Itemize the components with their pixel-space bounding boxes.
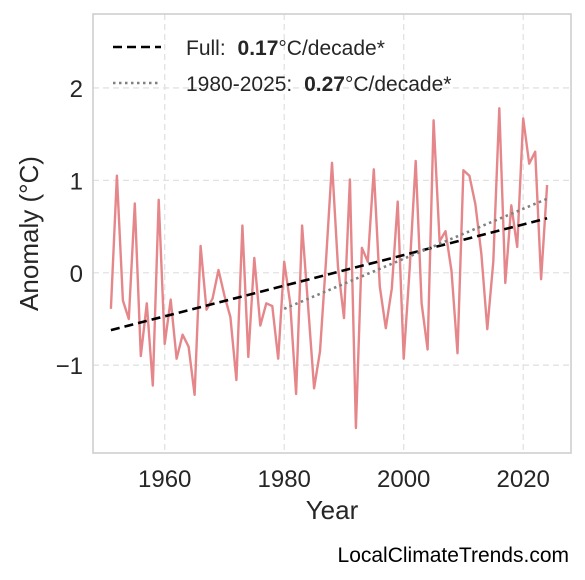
y-tick-label: −1 (56, 353, 83, 380)
grid (93, 14, 571, 453)
legend-entry-full: Full: 0.17°C/decade* (186, 37, 385, 60)
y-axis-label: Anomaly (°C) (14, 156, 44, 311)
legend-recent-value: 0.27 (304, 73, 345, 96)
full-trend-line (110, 217, 548, 332)
legend: Full: 0.17°C/decade* 1980-2025: 0.27°C/d… (113, 37, 451, 96)
source-credit: LocalClimateTrends.com (337, 544, 569, 567)
legend-entry-recent: 1980-2025: 0.27°C/decade* (186, 73, 451, 96)
y-tick-label: 2 (70, 76, 83, 103)
x-axis-label: Year (306, 495, 359, 525)
legend-recent-name: 1980-2025: (186, 73, 292, 96)
y-ticks: −1 0 1 2 (56, 76, 83, 380)
y-tick-label: 0 (70, 261, 83, 288)
series-layer (109, 107, 549, 430)
plot-frame (92, 13, 572, 454)
legend-recent-unit: °C/decade* (345, 73, 451, 96)
anomaly-line (109, 107, 549, 430)
x-tick-label: 2000 (377, 466, 430, 493)
x-tick-label: 1980 (258, 466, 311, 493)
legend-full-unit: °C/decade* (278, 37, 384, 60)
x-tick-label: 2020 (497, 466, 550, 493)
legend-full-name: Full: (186, 37, 226, 60)
x-ticks: 1960 1980 2000 2020 (138, 466, 550, 493)
legend-full-value: 0.17 (238, 37, 279, 60)
y-tick-label: 1 (70, 168, 83, 195)
x-tick-label: 1960 (138, 466, 191, 493)
